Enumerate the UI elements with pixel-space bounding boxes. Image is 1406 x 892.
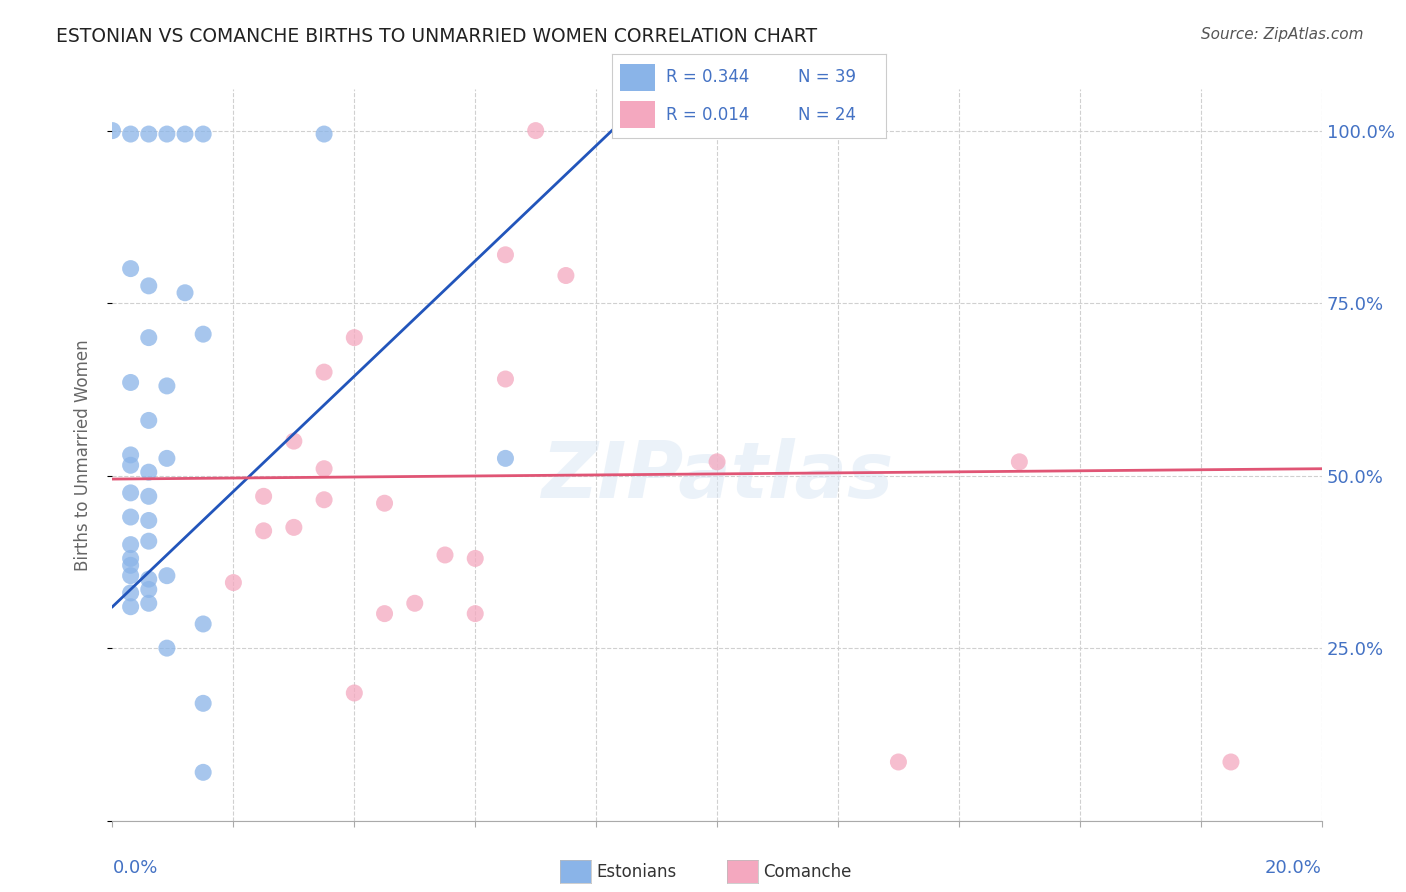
Text: 0.0%: 0.0% xyxy=(112,859,157,877)
Point xyxy=(120,127,142,141)
Point xyxy=(191,127,215,141)
Text: Comanche: Comanche xyxy=(763,863,852,881)
Point xyxy=(191,327,215,342)
Point xyxy=(156,641,179,656)
Text: ZIPatlas: ZIPatlas xyxy=(541,438,893,514)
Point xyxy=(138,127,160,141)
Point xyxy=(554,268,576,283)
Point xyxy=(120,448,142,462)
Point xyxy=(887,755,910,769)
Point xyxy=(120,538,142,552)
Point xyxy=(524,123,547,137)
Point xyxy=(120,458,142,473)
Point xyxy=(1008,455,1031,469)
Point xyxy=(156,379,179,393)
Text: ESTONIAN VS COMANCHE BIRTHS TO UNMARRIED WOMEN CORRELATION CHART: ESTONIAN VS COMANCHE BIRTHS TO UNMARRIED… xyxy=(56,27,817,45)
Point xyxy=(120,558,142,573)
Point xyxy=(283,434,305,449)
Text: Estonians: Estonians xyxy=(596,863,676,881)
Point xyxy=(495,248,517,262)
Point xyxy=(434,548,457,562)
Point xyxy=(253,489,276,503)
Point xyxy=(343,330,366,344)
Point xyxy=(156,568,179,582)
Point xyxy=(404,596,426,610)
Point xyxy=(138,465,160,479)
Text: R = 0.014: R = 0.014 xyxy=(666,105,749,123)
Point xyxy=(374,496,396,510)
Point xyxy=(343,686,366,700)
Text: R = 0.344: R = 0.344 xyxy=(666,69,749,87)
Point xyxy=(314,461,336,475)
Point xyxy=(138,278,160,293)
Text: 20.0%: 20.0% xyxy=(1265,859,1322,877)
Point xyxy=(253,524,276,538)
Bar xyxy=(620,63,655,91)
Text: Source: ZipAtlas.com: Source: ZipAtlas.com xyxy=(1201,27,1364,42)
Point xyxy=(138,582,160,597)
Bar xyxy=(620,101,655,128)
Point xyxy=(138,596,160,610)
Point xyxy=(464,607,486,621)
Point xyxy=(1220,755,1243,769)
Point xyxy=(120,261,142,276)
Point xyxy=(174,127,197,141)
Point xyxy=(120,599,142,614)
Point xyxy=(138,330,160,344)
Point xyxy=(138,534,160,549)
Point xyxy=(222,575,245,590)
Point xyxy=(283,520,305,534)
Point xyxy=(191,617,215,632)
Point xyxy=(495,451,517,466)
Point xyxy=(174,285,197,300)
Y-axis label: Births to Unmarried Women: Births to Unmarried Women xyxy=(73,339,91,571)
Point xyxy=(314,127,336,141)
Point xyxy=(706,455,728,469)
Text: N = 39: N = 39 xyxy=(799,69,856,87)
Point xyxy=(120,551,142,566)
Point xyxy=(138,513,160,527)
Point xyxy=(156,127,179,141)
Point xyxy=(138,413,160,427)
Point xyxy=(120,586,142,600)
Point xyxy=(464,551,486,566)
Point xyxy=(138,489,160,503)
Point xyxy=(495,372,517,386)
Point xyxy=(120,486,142,500)
Point xyxy=(120,376,142,390)
Point xyxy=(191,696,215,710)
Point xyxy=(314,365,336,379)
Point xyxy=(314,492,336,507)
Point xyxy=(374,607,396,621)
Point xyxy=(120,510,142,524)
Text: N = 24: N = 24 xyxy=(799,105,856,123)
Point xyxy=(191,765,215,780)
Point xyxy=(101,123,124,137)
Point xyxy=(120,568,142,582)
Point xyxy=(156,451,179,466)
Point xyxy=(138,572,160,586)
